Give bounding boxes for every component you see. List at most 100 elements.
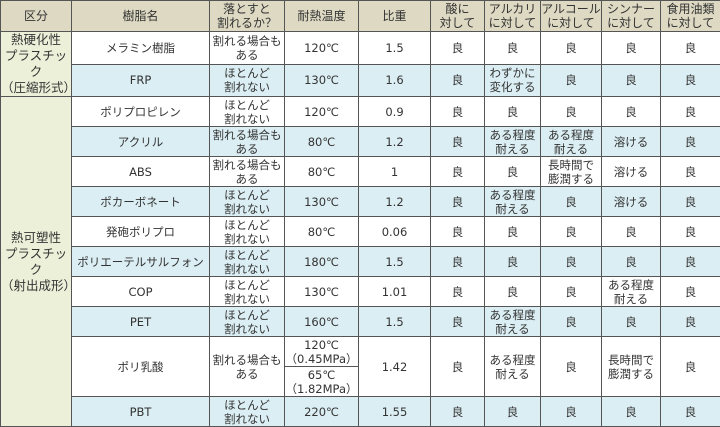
acid-cell: 良	[431, 97, 485, 127]
heat-resistance-value: 120℃ （0.45MPa）	[285, 337, 358, 367]
header-alkali: アルカリ に対して	[485, 1, 541, 32]
heat-resistance-cell: 220℃	[285, 397, 359, 427]
breakage-cell: 割れる場合も ある	[210, 337, 285, 397]
header-heat-resistance: 耐熱温度	[285, 1, 359, 32]
resin-name-cell: ポリ乳酸	[72, 337, 210, 397]
acid-cell: 良	[431, 247, 485, 277]
thinner-cell: 良	[602, 397, 661, 427]
heat-resistance-cell: 120℃ （0.45MPa）65℃ （1.82MPa）	[285, 337, 359, 397]
category-cell: 熱硬化性 プラスチック （圧縮形式）	[1, 32, 72, 97]
alkali-cell: 良	[485, 247, 541, 277]
breakage-cell: ほとんど 割れない	[210, 64, 285, 97]
specific-gravity-cell: 1.5	[359, 247, 431, 277]
breakage-cell: 割れる場合も ある	[210, 32, 285, 65]
heat-resistance-cell: 130℃	[285, 64, 359, 97]
acid-cell: 良	[431, 32, 485, 65]
edible-oil-cell: 良	[661, 247, 720, 277]
specific-gravity-cell: 0.06	[359, 217, 431, 247]
edible-oil-cell: 良	[661, 337, 720, 397]
breakage-cell: ほとんど 割れない	[210, 187, 285, 217]
category-cell: 熱可塑性 プラスチック （射出成形）	[1, 97, 72, 427]
alcohol-cell: 良	[541, 307, 602, 337]
specific-gravity-cell: 1.5	[359, 307, 431, 337]
edible-oil-cell: 良	[661, 97, 720, 127]
resin-name-cell: ポリプロピレン	[72, 97, 210, 127]
acid-cell: 良	[431, 157, 485, 187]
heat-resistance-cell: 130℃	[285, 187, 359, 217]
alcohol-cell: 良	[541, 64, 602, 97]
acid-cell: 良	[431, 277, 485, 307]
header-category: 区分	[1, 1, 72, 32]
resin-name-cell: PBT	[72, 397, 210, 427]
heat-resistance-split: 120℃ （0.45MPa）65℃ （1.82MPa）	[285, 337, 358, 396]
heat-resistance-cell: 120℃	[285, 97, 359, 127]
alcohol-cell: 良	[541, 397, 602, 427]
alcohol-cell: 良	[541, 247, 602, 277]
alcohol-cell: 良	[541, 32, 602, 65]
alkali-cell: ある程度 耐える	[485, 187, 541, 217]
acid-cell: 良	[431, 337, 485, 397]
resin-name-cell: アクリル	[72, 127, 210, 157]
alcohol-cell: 良	[541, 97, 602, 127]
edible-oil-cell: 良	[661, 32, 720, 65]
resin-name-cell: 発砲ポリプロ	[72, 217, 210, 247]
header-resin-name: 樹脂名	[72, 1, 210, 32]
alkali-cell: 良	[485, 397, 541, 427]
alcohol-cell: 良	[541, 277, 602, 307]
edible-oil-cell: 良	[661, 157, 720, 187]
header-row: 区分 樹脂名 落とすと 割れるか？ 耐熱温度 比重 酸に 対して アルカリ に対…	[1, 1, 720, 32]
header-breakage: 落とすと 割れるか？	[210, 1, 285, 32]
alkali-cell: 良	[485, 217, 541, 247]
alcohol-cell: 良	[541, 187, 602, 217]
resin-name-cell: ポカーボネート	[72, 187, 210, 217]
specific-gravity-cell: 1.6	[359, 64, 431, 97]
acid-cell: 良	[431, 217, 485, 247]
alkali-cell: わずかに 変化する	[485, 64, 541, 97]
thinner-cell: 良	[602, 97, 661, 127]
thinner-cell: 溶ける	[602, 157, 661, 187]
specific-gravity-cell: 1.5	[359, 32, 431, 65]
breakage-cell: ほとんど 割れない	[210, 97, 285, 127]
specific-gravity-cell: 1.42	[359, 337, 431, 397]
heat-resistance-cell: 80℃	[285, 127, 359, 157]
breakage-cell: ほとんど 割れない	[210, 217, 285, 247]
thinner-cell: 長時間で 膨潤する	[602, 337, 661, 397]
header-specific-gravity: 比重	[359, 1, 431, 32]
thinner-cell: ある程度 耐える	[602, 277, 661, 307]
breakage-cell: ほとんど 割れない	[210, 307, 285, 337]
thinner-cell: 溶ける	[602, 127, 661, 157]
resin-name-cell: ポリエーテルサルフォン	[72, 247, 210, 277]
breakage-cell: ほとんど 割れない	[210, 397, 285, 427]
heat-resistance-cell: 160℃	[285, 307, 359, 337]
header-alcohol: アルコール に対して	[541, 1, 602, 32]
thinner-cell: 良	[602, 247, 661, 277]
acid-cell: 良	[431, 307, 485, 337]
specific-gravity-cell: 1.01	[359, 277, 431, 307]
header-edible-oil: 食用油類 に対して	[661, 1, 720, 32]
heat-resistance-value: 65℃ （1.82MPa）	[285, 367, 358, 396]
edible-oil-cell: 良	[661, 397, 720, 427]
edible-oil-cell: 良	[661, 64, 720, 97]
acid-cell: 良	[431, 127, 485, 157]
alcohol-cell: ある程度 耐える	[541, 127, 602, 157]
acid-cell: 良	[431, 64, 485, 97]
edible-oil-cell: 良	[661, 127, 720, 157]
resin-name-cell: メラミン樹脂	[72, 32, 210, 65]
heat-resistance-cell: 80℃	[285, 217, 359, 247]
thinner-cell: 良	[602, 32, 661, 65]
thinner-cell: 良	[602, 217, 661, 247]
edible-oil-cell: 良	[661, 277, 720, 307]
specific-gravity-cell: 1.2	[359, 127, 431, 157]
acid-cell: 良	[431, 397, 485, 427]
